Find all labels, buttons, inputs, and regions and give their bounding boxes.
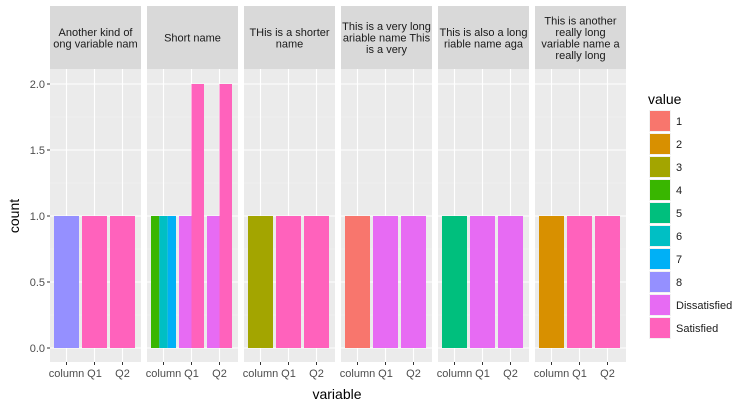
- x-tick-label: column: [534, 368, 569, 380]
- y-tick-label: 0.5: [30, 277, 45, 289]
- bar: [159, 216, 168, 348]
- legend-key: [650, 157, 670, 177]
- bar: [82, 216, 107, 348]
- facet-strip-label: Another kind of: [59, 27, 134, 39]
- facet-strip-label: variable name a: [541, 38, 620, 50]
- bar: [276, 216, 301, 348]
- x-tick-label: Q2: [503, 368, 518, 380]
- bar: [110, 216, 135, 348]
- x-tick-label: Q1: [475, 368, 490, 380]
- x-tick-label: column: [340, 368, 375, 380]
- facet-strip: [244, 6, 335, 69]
- bar: [567, 216, 592, 348]
- y-tick-label: 1.5: [30, 145, 45, 157]
- bar: [304, 216, 329, 348]
- bar: [373, 216, 398, 348]
- x-axis-title: variable: [312, 386, 361, 402]
- legend-key: [650, 111, 670, 131]
- facet-strip-label: really long: [555, 50, 605, 62]
- x-tick-label: Q1: [184, 368, 199, 380]
- legend-label: 4: [676, 185, 682, 197]
- legend-label: 1: [676, 116, 682, 128]
- x-tick-label: Q1: [87, 368, 102, 380]
- x-tick-label: Q2: [115, 368, 130, 380]
- legend-key: [650, 249, 670, 269]
- bar: [345, 216, 370, 348]
- legend-key: [650, 295, 670, 315]
- legend-key: [650, 226, 670, 246]
- y-tick-label: 2.0: [30, 79, 45, 91]
- bar: [595, 216, 620, 348]
- legend-key: [650, 134, 670, 154]
- bar: [179, 216, 192, 348]
- bar: [442, 216, 467, 348]
- legend-label: 7: [676, 254, 682, 266]
- bar: [401, 216, 426, 348]
- bar: [470, 216, 495, 348]
- legend-key: [650, 180, 670, 200]
- legend-label: 5: [676, 208, 682, 220]
- y-tick-label: 0.0: [30, 343, 45, 355]
- facet-strip: [147, 6, 238, 69]
- x-tick-label: column: [49, 368, 84, 380]
- facet-strip: [341, 6, 432, 69]
- facet-strip-label: name: [276, 38, 304, 50]
- x-tick-label: Q1: [378, 368, 393, 380]
- facet-strip-label: This is a very long: [342, 21, 431, 33]
- x-tick-label: Q2: [406, 368, 421, 380]
- facet-strip-label: ong variable nam: [53, 38, 137, 50]
- legend-key: [650, 318, 670, 338]
- x-tick-label: Q1: [281, 368, 296, 380]
- x-tick-label: column: [146, 368, 181, 380]
- bar: [151, 216, 160, 348]
- bar: [498, 216, 523, 348]
- bar: [219, 84, 232, 348]
- legend-label: Dissatisfied: [676, 300, 732, 312]
- legend-label: 8: [676, 277, 682, 289]
- bar: [167, 216, 176, 348]
- legend-label: 3: [676, 162, 682, 174]
- x-tick-label: Q2: [600, 368, 615, 380]
- legend-label: Satisfied: [676, 323, 718, 335]
- legend-label: 2: [676, 139, 682, 151]
- x-tick-label: Q1: [572, 368, 587, 380]
- legend-key: [650, 203, 670, 223]
- facet-strip: [50, 6, 141, 69]
- bar: [248, 216, 273, 348]
- x-tick-label: Q2: [309, 368, 324, 380]
- facet-strip: [438, 6, 529, 69]
- legend-key: [650, 272, 670, 292]
- bar: [54, 216, 79, 348]
- facet-strip-label: This is another: [544, 15, 616, 27]
- legend-label: 6: [676, 231, 682, 243]
- facet-strip-label: really long: [555, 27, 605, 39]
- bar: [207, 216, 220, 348]
- bar: [191, 84, 204, 348]
- facet-strip-label: is a very: [366, 44, 407, 56]
- y-tick-label: 1.0: [30, 211, 45, 223]
- facet-strip-label: ariable name This: [343, 33, 431, 45]
- legend-title: value: [648, 91, 682, 107]
- facet-strip-label: THis is a shorter: [249, 27, 329, 39]
- facet-strip-label: Short name: [164, 33, 221, 45]
- facet-strip-label: riable name aga: [444, 38, 524, 50]
- x-tick-label: column: [437, 368, 472, 380]
- facet-strip: [535, 6, 626, 69]
- x-tick-label: column: [243, 368, 278, 380]
- y-axis-title: count: [6, 199, 22, 233]
- x-tick-label: Q2: [212, 368, 227, 380]
- bar: [539, 216, 564, 348]
- facet-strip-label: This is also a long: [439, 27, 527, 39]
